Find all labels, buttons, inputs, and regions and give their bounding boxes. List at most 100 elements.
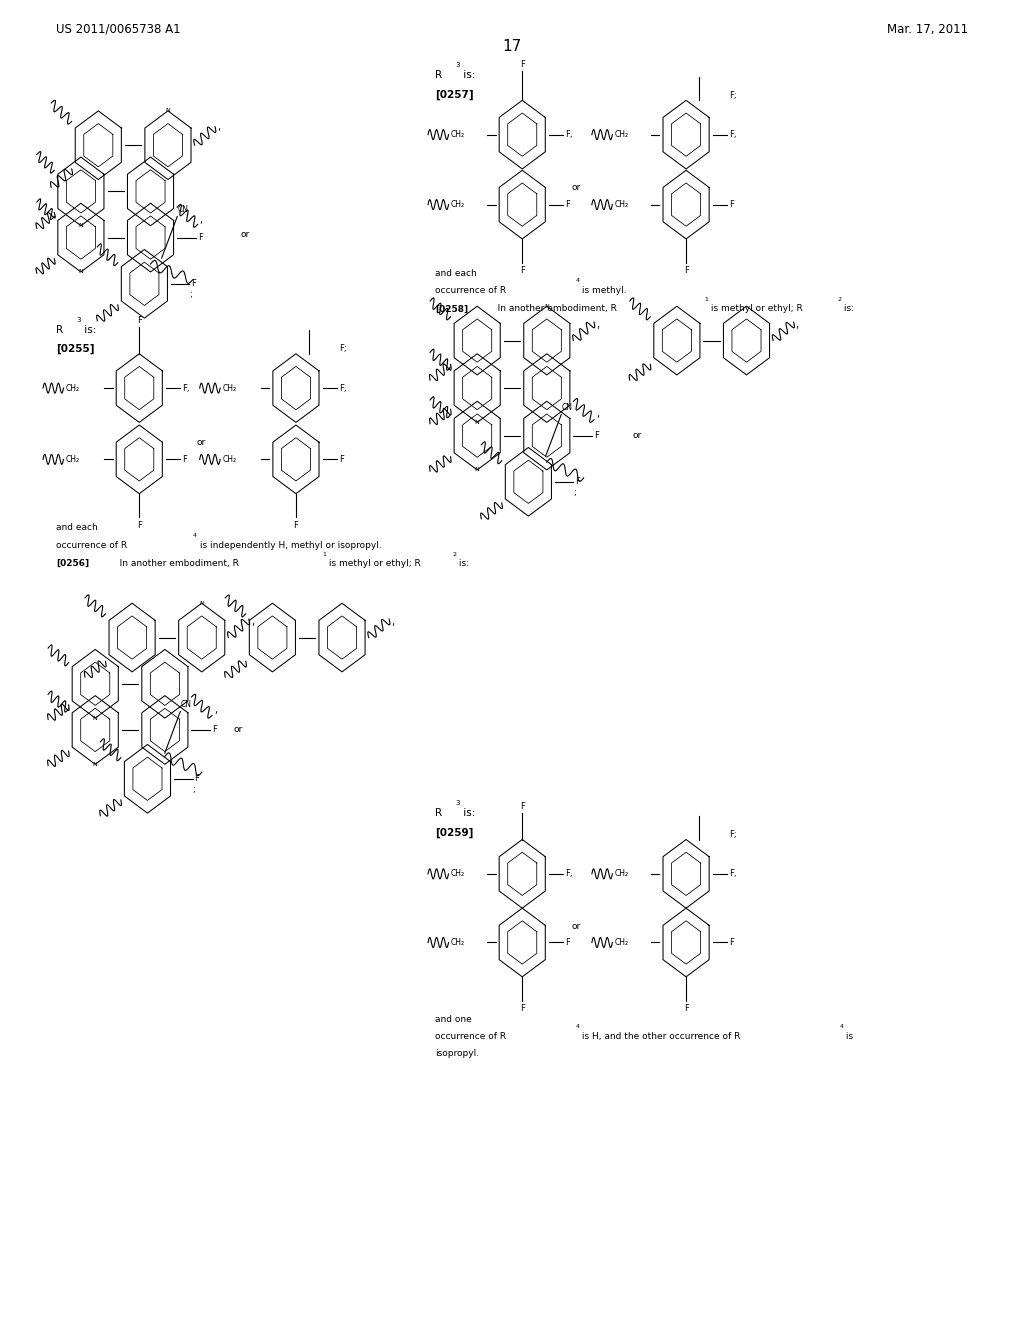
Text: [0255]: [0255]: [56, 343, 95, 354]
Text: CH₂: CH₂: [614, 870, 629, 878]
Text: or: or: [633, 432, 642, 440]
Text: 1: 1: [323, 552, 327, 557]
Text: or: or: [571, 923, 581, 931]
Text: CH₂: CH₂: [222, 455, 237, 463]
Text: F: F: [191, 280, 197, 288]
Text: is:: is:: [81, 325, 96, 335]
Text: or: or: [571, 183, 581, 191]
Text: F;: F;: [339, 345, 346, 352]
Text: N: N: [475, 420, 479, 425]
Text: F: F: [684, 267, 688, 275]
Text: N: N: [93, 762, 97, 767]
Text: F: F: [684, 1005, 688, 1012]
Text: 4: 4: [840, 1024, 844, 1030]
Text: ,: ,: [200, 215, 203, 226]
Text: F: F: [339, 455, 344, 463]
Text: F: F: [729, 939, 734, 946]
Text: ;: ;: [189, 290, 193, 298]
Text: ;: ;: [573, 488, 577, 496]
Text: or: or: [197, 438, 206, 446]
Text: CH₂: CH₂: [66, 455, 80, 463]
Text: CN: CN: [177, 206, 188, 214]
Text: is:: is:: [460, 70, 475, 81]
Text: F: F: [520, 1005, 524, 1012]
Text: [0257]: [0257]: [435, 90, 474, 100]
Text: CH₂: CH₂: [451, 201, 465, 209]
Text: 4: 4: [193, 533, 197, 539]
Text: or: or: [233, 726, 243, 734]
Text: 3: 3: [456, 62, 460, 69]
Text: F: F: [575, 478, 581, 486]
Text: F: F: [520, 61, 524, 69]
Text: is:: is:: [460, 808, 475, 818]
Text: N: N: [79, 269, 83, 275]
Text: ,: ,: [251, 616, 254, 627]
Text: F,: F,: [182, 384, 189, 392]
Text: F: F: [729, 201, 734, 209]
Text: ,: ,: [596, 409, 599, 420]
Text: 2: 2: [838, 297, 842, 302]
Text: F: F: [565, 939, 570, 946]
Text: F: F: [565, 201, 570, 209]
Text: F,: F,: [729, 870, 736, 878]
Text: F,: F,: [565, 131, 572, 139]
Text: R: R: [435, 808, 442, 818]
Text: 4: 4: [575, 279, 580, 284]
Text: F;: F;: [729, 830, 736, 838]
Text: 2: 2: [453, 552, 457, 557]
Text: F,: F,: [729, 131, 736, 139]
Text: isopropyl.: isopropyl.: [435, 1049, 479, 1057]
Text: F: F: [212, 726, 217, 734]
Text: CH₂: CH₂: [614, 201, 629, 209]
Text: In another embodiment, R: In another embodiment, R: [111, 560, 239, 568]
Text: CH₂: CH₂: [451, 870, 465, 878]
Text: F: F: [294, 521, 298, 529]
Text: 4: 4: [575, 1024, 580, 1030]
Text: F: F: [520, 267, 524, 275]
Text: occurrence of R: occurrence of R: [435, 1032, 506, 1040]
Text: F: F: [520, 803, 524, 810]
Text: US 2011/0065738 A1: US 2011/0065738 A1: [56, 22, 181, 36]
Text: CH₂: CH₂: [451, 939, 465, 946]
Text: CH₂: CH₂: [614, 131, 629, 139]
Text: is independently H, methyl or isopropyl.: is independently H, methyl or isopropyl.: [197, 541, 381, 549]
Text: CH₂: CH₂: [66, 384, 80, 392]
Text: F,: F,: [565, 870, 572, 878]
Text: F,: F,: [339, 384, 346, 392]
Text: ,: ,: [596, 319, 599, 330]
Text: ,: ,: [217, 121, 220, 132]
Text: F: F: [195, 775, 200, 783]
Text: ,: ,: [214, 705, 217, 715]
Text: F: F: [137, 521, 141, 529]
Text: ;: ;: [193, 785, 196, 793]
Text: is methyl or ethyl; R: is methyl or ethyl; R: [708, 305, 803, 313]
Text: is methyl.: is methyl.: [579, 286, 627, 294]
Text: 3: 3: [456, 800, 460, 807]
Text: occurrence of R: occurrence of R: [56, 541, 127, 549]
Text: F: F: [198, 234, 203, 242]
Text: 1: 1: [705, 297, 709, 302]
Text: is:: is:: [841, 305, 854, 313]
Text: F: F: [182, 455, 187, 463]
Text: CN: CN: [561, 404, 572, 412]
Text: ,: ,: [391, 616, 394, 627]
Text: is:: is:: [456, 560, 469, 568]
Text: and each: and each: [435, 269, 477, 277]
Text: [0259]: [0259]: [435, 828, 473, 838]
Text: N: N: [200, 601, 204, 606]
Text: or: or: [241, 231, 250, 239]
Text: and one: and one: [435, 1015, 472, 1023]
Text: and each: and each: [56, 524, 98, 532]
Text: [0256]: [0256]: [56, 560, 89, 568]
Text: 3: 3: [77, 317, 81, 323]
Text: occurrence of R: occurrence of R: [435, 286, 506, 294]
Text: N: N: [545, 304, 549, 309]
Text: In another embodiment, R: In another embodiment, R: [489, 305, 617, 313]
Text: F: F: [594, 432, 599, 440]
Text: R: R: [56, 325, 63, 335]
Text: N: N: [79, 223, 83, 228]
Text: N: N: [166, 108, 170, 114]
Text: N: N: [93, 715, 97, 721]
Text: is: is: [843, 1032, 853, 1040]
Text: ,: ,: [796, 319, 799, 330]
